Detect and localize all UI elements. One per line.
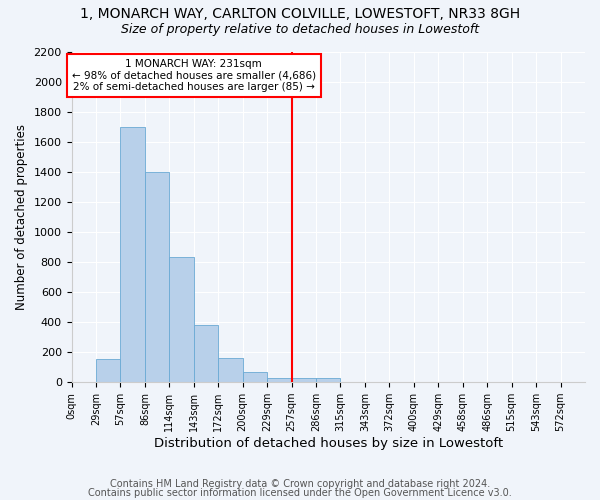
Bar [96,359,121,382]
Bar [292,378,316,382]
Text: Contains HM Land Registry data © Crown copyright and database right 2024.: Contains HM Land Registry data © Crown c… [110,479,490,489]
Text: 1 MONARCH WAY: 231sqm
← 98% of detached houses are smaller (4,686)
2% of semi-de: 1 MONARCH WAY: 231sqm ← 98% of detached … [72,59,316,92]
Bar [218,358,242,382]
Text: Contains public sector information licensed under the Open Government Licence v3: Contains public sector information licen… [88,488,512,498]
Bar [169,258,194,382]
Bar [145,172,169,382]
Bar [267,378,292,382]
Bar [242,372,267,382]
Bar [194,325,218,382]
Text: Size of property relative to detached houses in Lowestoft: Size of property relative to detached ho… [121,22,479,36]
Bar [121,126,145,382]
Bar [316,378,340,382]
Text: 1, MONARCH WAY, CARLTON COLVILLE, LOWESTOFT, NR33 8GH: 1, MONARCH WAY, CARLTON COLVILLE, LOWEST… [80,8,520,22]
Y-axis label: Number of detached properties: Number of detached properties [15,124,28,310]
X-axis label: Distribution of detached houses by size in Lowestoft: Distribution of detached houses by size … [154,437,503,450]
